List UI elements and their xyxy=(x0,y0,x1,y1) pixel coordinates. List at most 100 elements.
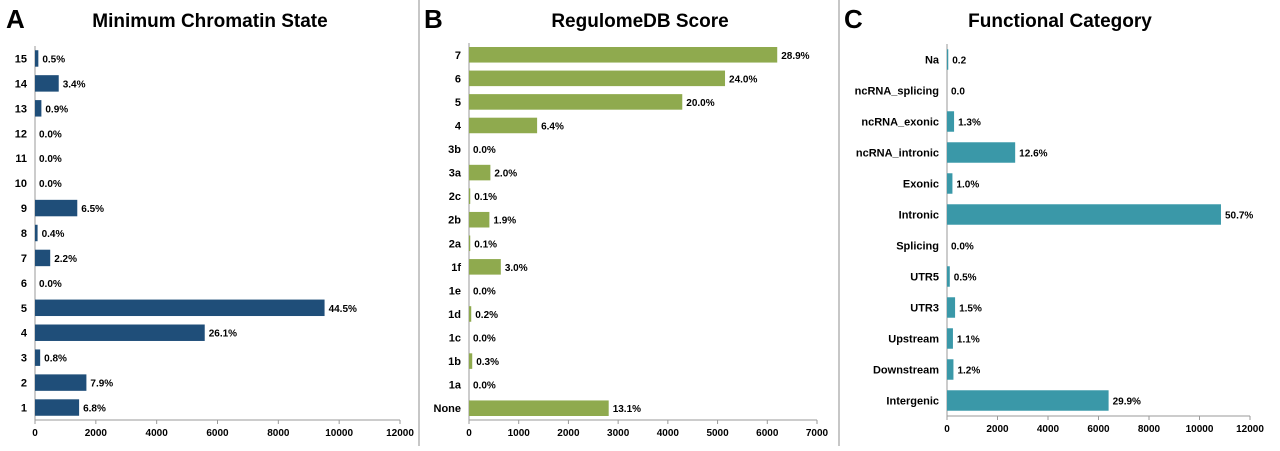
panel-c: C Functional Category 0 2000 4000 6000 8000 1… xyxy=(840,0,1280,446)
category-label: Upstream xyxy=(888,334,939,346)
x-tick-label: 0 xyxy=(32,428,38,439)
data-label: 0.2 xyxy=(952,56,966,67)
x-tick-label: 6000 xyxy=(756,428,779,439)
bar xyxy=(947,328,953,349)
data-label: 0.4% xyxy=(42,229,65,240)
data-label: 3.4% xyxy=(63,79,86,90)
bar xyxy=(469,306,472,322)
category-label: 8 xyxy=(21,228,27,240)
bar xyxy=(469,70,726,87)
bar xyxy=(35,75,59,92)
bar xyxy=(469,235,471,252)
data-label: 0.1% xyxy=(474,192,497,203)
category-label: 10 xyxy=(15,178,27,190)
panel-divider xyxy=(418,0,420,446)
data-label: 20.0% xyxy=(686,98,714,109)
panel-letter: C xyxy=(844,4,863,34)
x-tick-label: 2000 xyxy=(85,428,108,439)
bar xyxy=(35,324,205,341)
x-tick-label: 3000 xyxy=(607,428,630,439)
bar xyxy=(35,349,41,366)
data-label: 24.0% xyxy=(729,74,757,85)
x-tick-label: 5000 xyxy=(706,428,729,439)
bar xyxy=(35,50,39,67)
category-label: 1a xyxy=(449,380,462,392)
chart-a-svg: A Minimum Chromatin State 0 2000 4000 6000 8… xyxy=(6,4,414,439)
category-label: Downstream xyxy=(873,365,939,377)
category-label: Na xyxy=(925,55,940,67)
x-tick-label: 0 xyxy=(466,428,472,439)
panel-a: A Minimum Chromatin State 0 2000 4000 6000 8… xyxy=(0,0,420,446)
bar xyxy=(35,199,78,217)
x-tick-label: 8000 xyxy=(1138,424,1161,435)
category-label: 14 xyxy=(15,78,28,90)
bar xyxy=(947,297,956,318)
data-label: 0.9% xyxy=(45,104,68,115)
bar xyxy=(35,399,80,416)
x-tick-label: 12000 xyxy=(386,428,414,439)
data-label: 0.0% xyxy=(473,334,496,345)
chart-c-svg: C Functional Category 0 2000 4000 6000 8000 1… xyxy=(844,4,1264,435)
x-tick-label: 4000 xyxy=(1037,424,1060,435)
data-label: 1.2% xyxy=(957,366,980,377)
data-label: 1.1% xyxy=(957,335,980,346)
category-label: 1c xyxy=(449,333,461,345)
x-tick-label: 12000 xyxy=(1236,424,1264,435)
category-label: 9 xyxy=(21,203,27,215)
category-label: 1 xyxy=(21,403,27,415)
category-label: 7 xyxy=(21,253,27,265)
category-label: Splicing xyxy=(896,241,939,253)
x-tick-label: 1000 xyxy=(508,428,531,439)
data-label: 0.0% xyxy=(951,242,974,253)
bar xyxy=(469,94,683,110)
category-label: 4 xyxy=(455,120,462,132)
x-tick-label: 4000 xyxy=(657,428,680,439)
data-label: 2.2% xyxy=(54,254,77,265)
category-label: 1e xyxy=(449,285,461,297)
category-label: 2b xyxy=(448,215,461,227)
category-label: ncRNA_exonic xyxy=(861,117,939,129)
category-label: Exonic xyxy=(903,179,939,191)
bar xyxy=(35,299,325,317)
category-label: 12 xyxy=(15,128,27,140)
x-tick-label: 6000 xyxy=(1087,424,1110,435)
bar xyxy=(947,173,953,194)
bar xyxy=(35,100,42,117)
data-label: 1.9% xyxy=(493,216,516,227)
bar xyxy=(469,47,778,63)
x-tick-label: 4000 xyxy=(146,428,169,439)
bar xyxy=(469,211,490,228)
data-label: 6.5% xyxy=(81,204,104,215)
bar xyxy=(469,400,609,416)
bar xyxy=(35,224,38,242)
category-label: ncRNA_splicing xyxy=(855,86,939,98)
category-label: 2c xyxy=(449,191,461,203)
category-label: 13 xyxy=(15,103,27,115)
data-label: 2.0% xyxy=(494,169,517,180)
bar xyxy=(469,353,473,369)
bar xyxy=(35,249,51,267)
x-tick-label: 0 xyxy=(944,424,950,435)
chart-title: Functional Category xyxy=(968,11,1152,32)
data-label: 6.4% xyxy=(541,121,564,132)
bar xyxy=(947,266,950,287)
chart-title: RegulomeDB Score xyxy=(551,11,728,32)
bar xyxy=(947,390,1109,411)
category-label: 2a xyxy=(449,238,462,250)
data-label: 12.6% xyxy=(1019,149,1047,160)
chart-b-svg: B RegulomeDB Score 0 1000 2000 3000 4000 5000… xyxy=(424,4,829,439)
category-label: Intergenic xyxy=(886,396,939,408)
category-label: 3 xyxy=(21,353,27,365)
data-label: 0.2% xyxy=(475,310,498,321)
category-label: None xyxy=(434,403,462,415)
panel-letter: B xyxy=(424,4,443,34)
category-label: 5 xyxy=(21,303,27,315)
category-label: 11 xyxy=(15,153,27,165)
data-label: 50.7% xyxy=(1225,211,1253,222)
data-label: 0.0% xyxy=(39,279,62,290)
x-tick-label: 7000 xyxy=(806,428,829,439)
bar xyxy=(469,164,491,181)
category-label: 15 xyxy=(15,53,27,65)
x-tick-label: 10000 xyxy=(325,428,353,439)
bar xyxy=(469,117,538,134)
